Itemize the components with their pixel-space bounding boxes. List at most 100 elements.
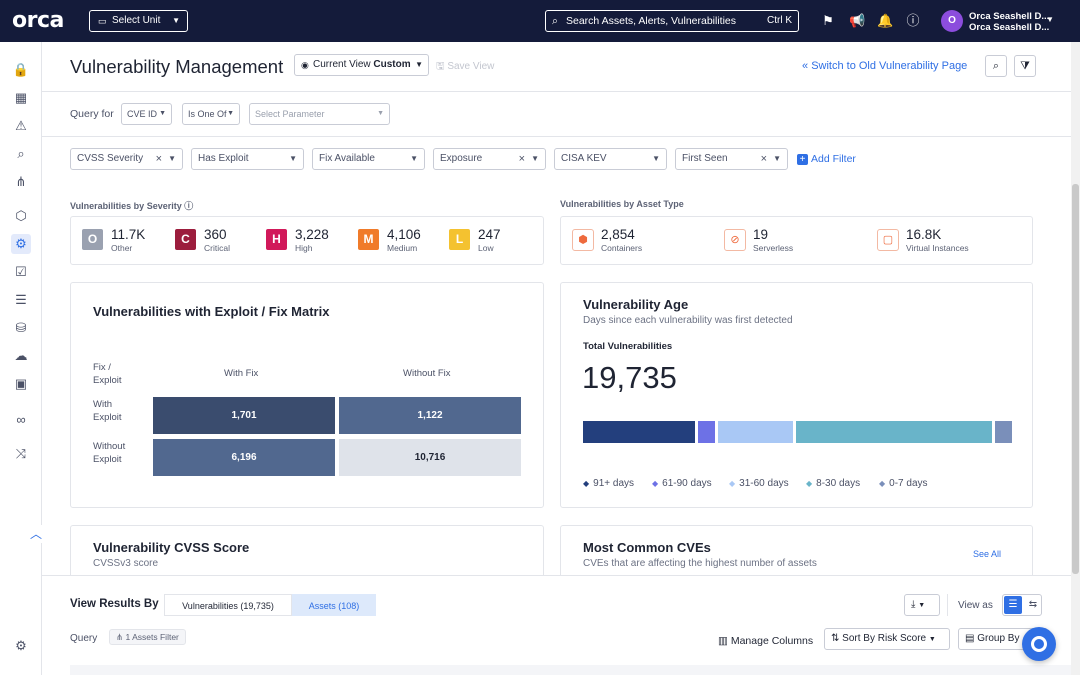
caret-down-icon: ▼ — [172, 16, 180, 25]
plus-icon: + — [797, 154, 808, 165]
severity-count: 4,106 — [387, 227, 421, 242]
filter-has-exploit[interactable]: Has Exploit ▼ — [191, 148, 304, 170]
common-cves-subtitle: CVEs that are affecting the highest numb… — [583, 558, 817, 569]
matrix-title: Vulnerabilities with Exploit / Fix Matri… — [93, 304, 330, 319]
query-operator-dropdown[interactable]: Is One Of ▼ — [182, 103, 240, 125]
filter-button[interactable]: ⧩ — [1014, 55, 1036, 77]
age-legend-item[interactable]: ◆ 61-90 days — [652, 478, 712, 489]
sort-by-dropdown[interactable]: ⇅ Sort By Risk Score ▼ — [824, 628, 950, 650]
integrations-icon[interactable]: ∞ — [16, 412, 26, 427]
alert-icon[interactable]: ⚠ — [15, 118, 27, 133]
reports-icon[interactable]: ☰ — [15, 292, 27, 307]
age-legend-item[interactable]: ◆ 31-60 days — [729, 478, 789, 489]
dashboard-icon[interactable]: ▦ — [14, 90, 28, 105]
clear-icon[interactable]: × — [155, 153, 162, 165]
exploit-fix-matrix-card: Vulnerabilities with Exploit / Fix Matri… — [70, 282, 544, 508]
filter-first-seen[interactable]: First Seen × ▼ — [675, 148, 788, 170]
avatar[interactable]: O — [941, 10, 963, 32]
search-assets-button[interactable]: ⌕ — [985, 55, 1007, 77]
see-all-link[interactable]: See All — [973, 549, 1002, 559]
diamond-icon: ◆ — [806, 479, 813, 488]
age-segment[interactable] — [698, 421, 715, 443]
orca-logo[interactable]: orca — [12, 8, 64, 33]
automation-icon[interactable]: ⤨ — [15, 446, 27, 461]
container-icon: ⬢ — [572, 229, 594, 251]
query-parameter-dropdown[interactable]: Select Parameter ▼ — [249, 103, 390, 125]
filter-fix-available[interactable]: Fix Available ▼ — [312, 148, 425, 170]
tab-assets[interactable]: Assets (108) — [292, 594, 376, 616]
total-vulns-value: 19,735 — [582, 360, 677, 395]
scrollbar-thumb[interactable] — [1072, 184, 1079, 574]
bell-icon[interactable]: 🔔 — [877, 13, 894, 28]
age-segment[interactable] — [995, 421, 1012, 443]
filter-label: CISA KEV — [561, 153, 607, 164]
inventory-icon[interactable]: ▣ — [14, 376, 28, 391]
age-legend-item[interactable]: ◆ 91+ days — [583, 478, 634, 489]
filter-cvss-severity[interactable]: CVSS Severity × ▼ — [70, 148, 183, 170]
tab-vulnerabilities[interactable]: Vulnerabilities (19,735) — [164, 594, 292, 616]
age-legend-item[interactable]: ◆ 8-30 days — [806, 478, 860, 489]
export-button[interactable]: ⤓ ▼ — [904, 594, 940, 616]
switch-old-page-link[interactable]: « Switch to Old Vulnerability Page — [802, 60, 967, 72]
corner-line: Fix / — [93, 362, 111, 373]
scrollbar[interactable] — [1071, 42, 1080, 675]
collapse-up-icon[interactable]: ︿ — [26, 525, 46, 543]
query-field-dropdown[interactable]: CVE ID ▼ — [121, 103, 172, 125]
manage-columns-button[interactable]: ▥ Manage Columns — [718, 635, 813, 647]
age-legend-item[interactable]: ◆ 0-7 days — [879, 478, 928, 489]
lock-icon[interactable]: 🔒 — [12, 62, 30, 77]
switch-link-label: Switch to Old Vulnerability Page — [811, 60, 968, 72]
table-view-icon[interactable]: ☰ — [1004, 596, 1022, 614]
cloud-icon[interactable]: ☁ — [14, 348, 28, 363]
database-icon[interactable]: ⛁ — [15, 320, 27, 335]
settings-gear-icon[interactable]: ⚙ — [15, 638, 27, 653]
unit-icon: ▭ — [98, 16, 107, 26]
current-view-label: Current View — [313, 59, 371, 70]
vulnerability-icon[interactable]: ⚙ — [11, 234, 31, 254]
global-search-input[interactable]: ⌕ Search Assets, Alerts, Vulnerabilities… — [545, 10, 799, 32]
filter-cisa-kev[interactable]: CISA KEV ▼ — [554, 148, 667, 170]
assets-filter-chip[interactable]: ⋔ 1 Assets Filter — [109, 629, 186, 645]
compliance-icon[interactable]: ☑ — [15, 264, 27, 279]
filter-exposure[interactable]: Exposure × ▼ — [433, 148, 546, 170]
age-segment[interactable] — [583, 421, 695, 443]
view-as-label: View as — [958, 600, 993, 611]
matrix-cell-without-exploit-with-fix[interactable]: 6,196 — [153, 439, 335, 476]
clear-icon[interactable]: × — [760, 153, 767, 165]
flag-icon[interactable]: ⚑ — [822, 13, 834, 28]
legend-label: 91+ days — [593, 478, 635, 489]
save-view-button[interactable]: 🖫 Save View — [436, 59, 494, 76]
chevron-down-icon[interactable]: ▼ — [1046, 15, 1054, 24]
help-icon[interactable]: ⓘ — [906, 13, 920, 28]
age-segment[interactable] — [796, 421, 992, 443]
matrix-cell-with-exploit-without-fix[interactable]: 1,122 — [339, 397, 521, 434]
graph-icon[interactable]: ⋔ — [15, 174, 27, 189]
severity-card: O 11.7K Other C 360 Critical H 3,228 Hig… — [70, 216, 544, 265]
current-view-dropdown[interactable]: ◉ Current View Custom ▼ — [294, 54, 429, 76]
columns-icon: ▥ — [718, 635, 728, 647]
asset-label: Serverless — [753, 243, 794, 253]
select-unit-dropdown[interactable]: ▭ Select Unit ▼ — [89, 10, 188, 32]
severity-badge: O — [82, 229, 103, 250]
asset-label: Containers — [601, 243, 643, 253]
age-subtitle: Days since each vulnerability was first … — [583, 315, 793, 326]
user-menu[interactable]: Orca Seashell D... Orca Seashell D... — [969, 11, 1049, 33]
clear-icon[interactable]: × — [518, 153, 525, 165]
shield-icon[interactable]: ⬡ — [15, 208, 27, 223]
grouped-view-icon[interactable]: ⇆ — [1028, 599, 1038, 610]
matrix-cell-with-exploit-with-fix[interactable]: 1,701 — [153, 397, 335, 434]
current-view-value: Custom — [373, 59, 411, 70]
assistant-button[interactable] — [1022, 627, 1056, 661]
matrix-cell-without-exploit-without-fix[interactable]: 10,716 — [339, 439, 521, 476]
megaphone-icon[interactable]: 📢 — [849, 13, 866, 28]
age-segment[interactable] — [718, 421, 793, 443]
common-cves-title: Most Common CVEs — [583, 540, 711, 555]
discovery-icon[interactable]: ⌕ — [17, 146, 25, 161]
sort-by-label: Sort By — [842, 633, 875, 644]
add-filter-button[interactable]: + Add Filter — [797, 153, 856, 165]
legend-label: 31-60 days — [739, 478, 789, 489]
info-icon[interactable]: ⓘ — [184, 201, 194, 211]
select-unit-label: Select Unit — [112, 15, 161, 26]
caret-down-icon: ▼ — [377, 110, 384, 117]
severity-label: Medium — [387, 243, 418, 253]
